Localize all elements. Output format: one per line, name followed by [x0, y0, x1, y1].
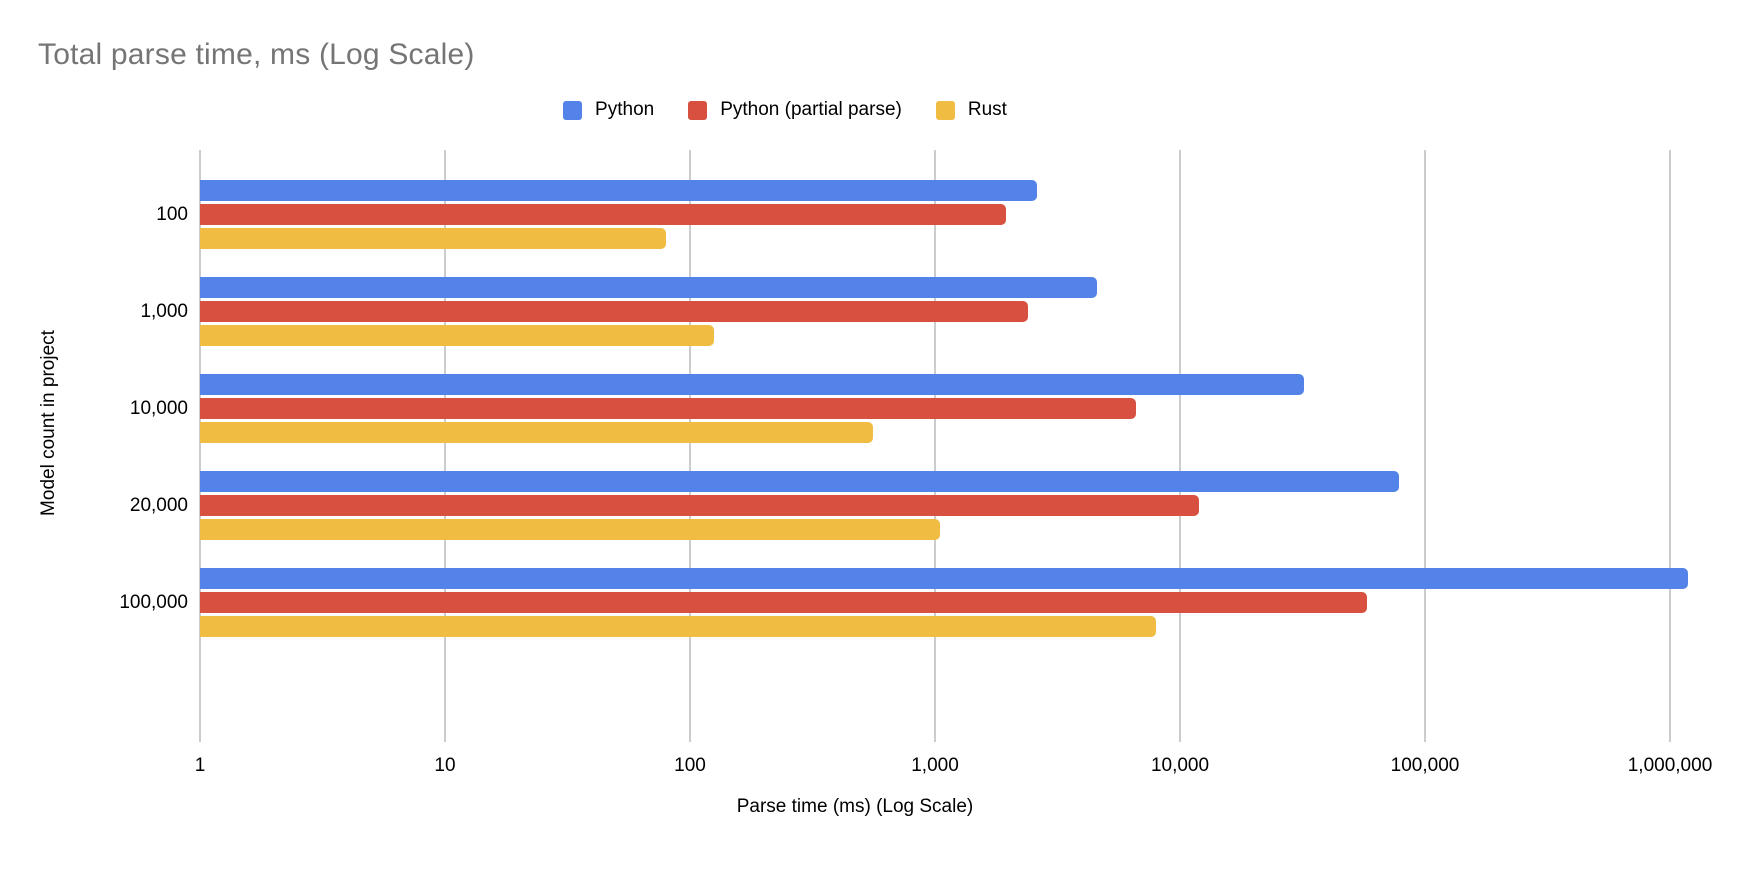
plot-area — [199, 150, 1688, 730]
legend-item-python-partial-parse: Python (partial parse) — [688, 99, 902, 121]
bar-rust-100-000 — [200, 616, 1157, 637]
bar-rust-20-000 — [200, 519, 941, 540]
bar-python-1-000 — [200, 277, 1098, 298]
y-category-label-10-000: 10,000 — [129, 397, 188, 419]
x-tick-label-1: 1 — [194, 755, 206, 776]
bar-rust-1-000 — [200, 325, 714, 346]
x-tick-mark-1 — [199, 730, 201, 742]
x-tick-label-100: 100 — [674, 755, 706, 776]
gridline-1-000 — [934, 150, 936, 730]
y-category-label-100: 100 — [156, 203, 188, 225]
legend-swatch-python-partial-parse — [688, 100, 708, 120]
legend-item-python: Python — [563, 99, 654, 121]
legend-label-rust: Rust — [967, 99, 1007, 120]
legend-item-rust: Rust — [935, 99, 1007, 121]
legend-swatch-python — [563, 100, 583, 120]
y-category-label-1-000: 1,000 — [140, 300, 188, 322]
y-axis-title: Model count in project — [38, 330, 59, 516]
gridline-10-000 — [1179, 150, 1181, 730]
gridline-1-000-000 — [1669, 150, 1671, 730]
x-tick-label-1-000: 1,000 — [911, 755, 959, 776]
x-tick-mark-10-000 — [1179, 730, 1181, 742]
legend: Python Python (partial parse) Rust — [0, 99, 1570, 121]
x-axis-title: Parse time (ms) (Log Scale) — [736, 796, 974, 817]
y-category-label-100-000: 100,000 — [119, 591, 188, 613]
x-tick-label-100-000: 100,000 — [1390, 755, 1460, 776]
bar-python-100 — [200, 180, 1037, 201]
bar-rust-10-000 — [200, 422, 874, 443]
chart-title: Total parse time, ms (Log Scale) — [38, 38, 475, 71]
legend-swatch-rust — [935, 100, 955, 120]
gridline-100-000 — [1424, 150, 1426, 730]
x-tick-label-10: 10 — [434, 755, 456, 776]
x-tick-mark-1-000 — [934, 730, 936, 742]
x-tick-label-10-000: 10,000 — [1150, 755, 1210, 776]
bar-python-partial-parse-1-000 — [200, 301, 1029, 322]
bar-python-partial-parse-100-000 — [200, 592, 1368, 613]
bar-python-100-000 — [200, 568, 1688, 589]
x-tick-mark-1-000-000 — [1669, 730, 1671, 742]
bar-rust-100 — [200, 228, 667, 249]
bar-python-20-000 — [200, 471, 1399, 492]
y-category-label-20-000: 20,000 — [129, 494, 188, 516]
x-tick-mark-100-000 — [1424, 730, 1426, 742]
x-tick-label-1-000-000: 1,000,000 — [1627, 755, 1713, 776]
bar-python-partial-parse-20-000 — [200, 495, 1200, 516]
x-tick-mark-10 — [444, 730, 446, 742]
x-tick-mark-100 — [689, 730, 691, 742]
bar-python-10-000 — [200, 374, 1304, 395]
legend-label-python-partial-parse: Python (partial parse) — [720, 99, 902, 120]
legend-label-python: Python — [595, 99, 655, 120]
bar-python-partial-parse-100 — [200, 204, 1007, 225]
bar-python-partial-parse-10-000 — [200, 398, 1136, 419]
